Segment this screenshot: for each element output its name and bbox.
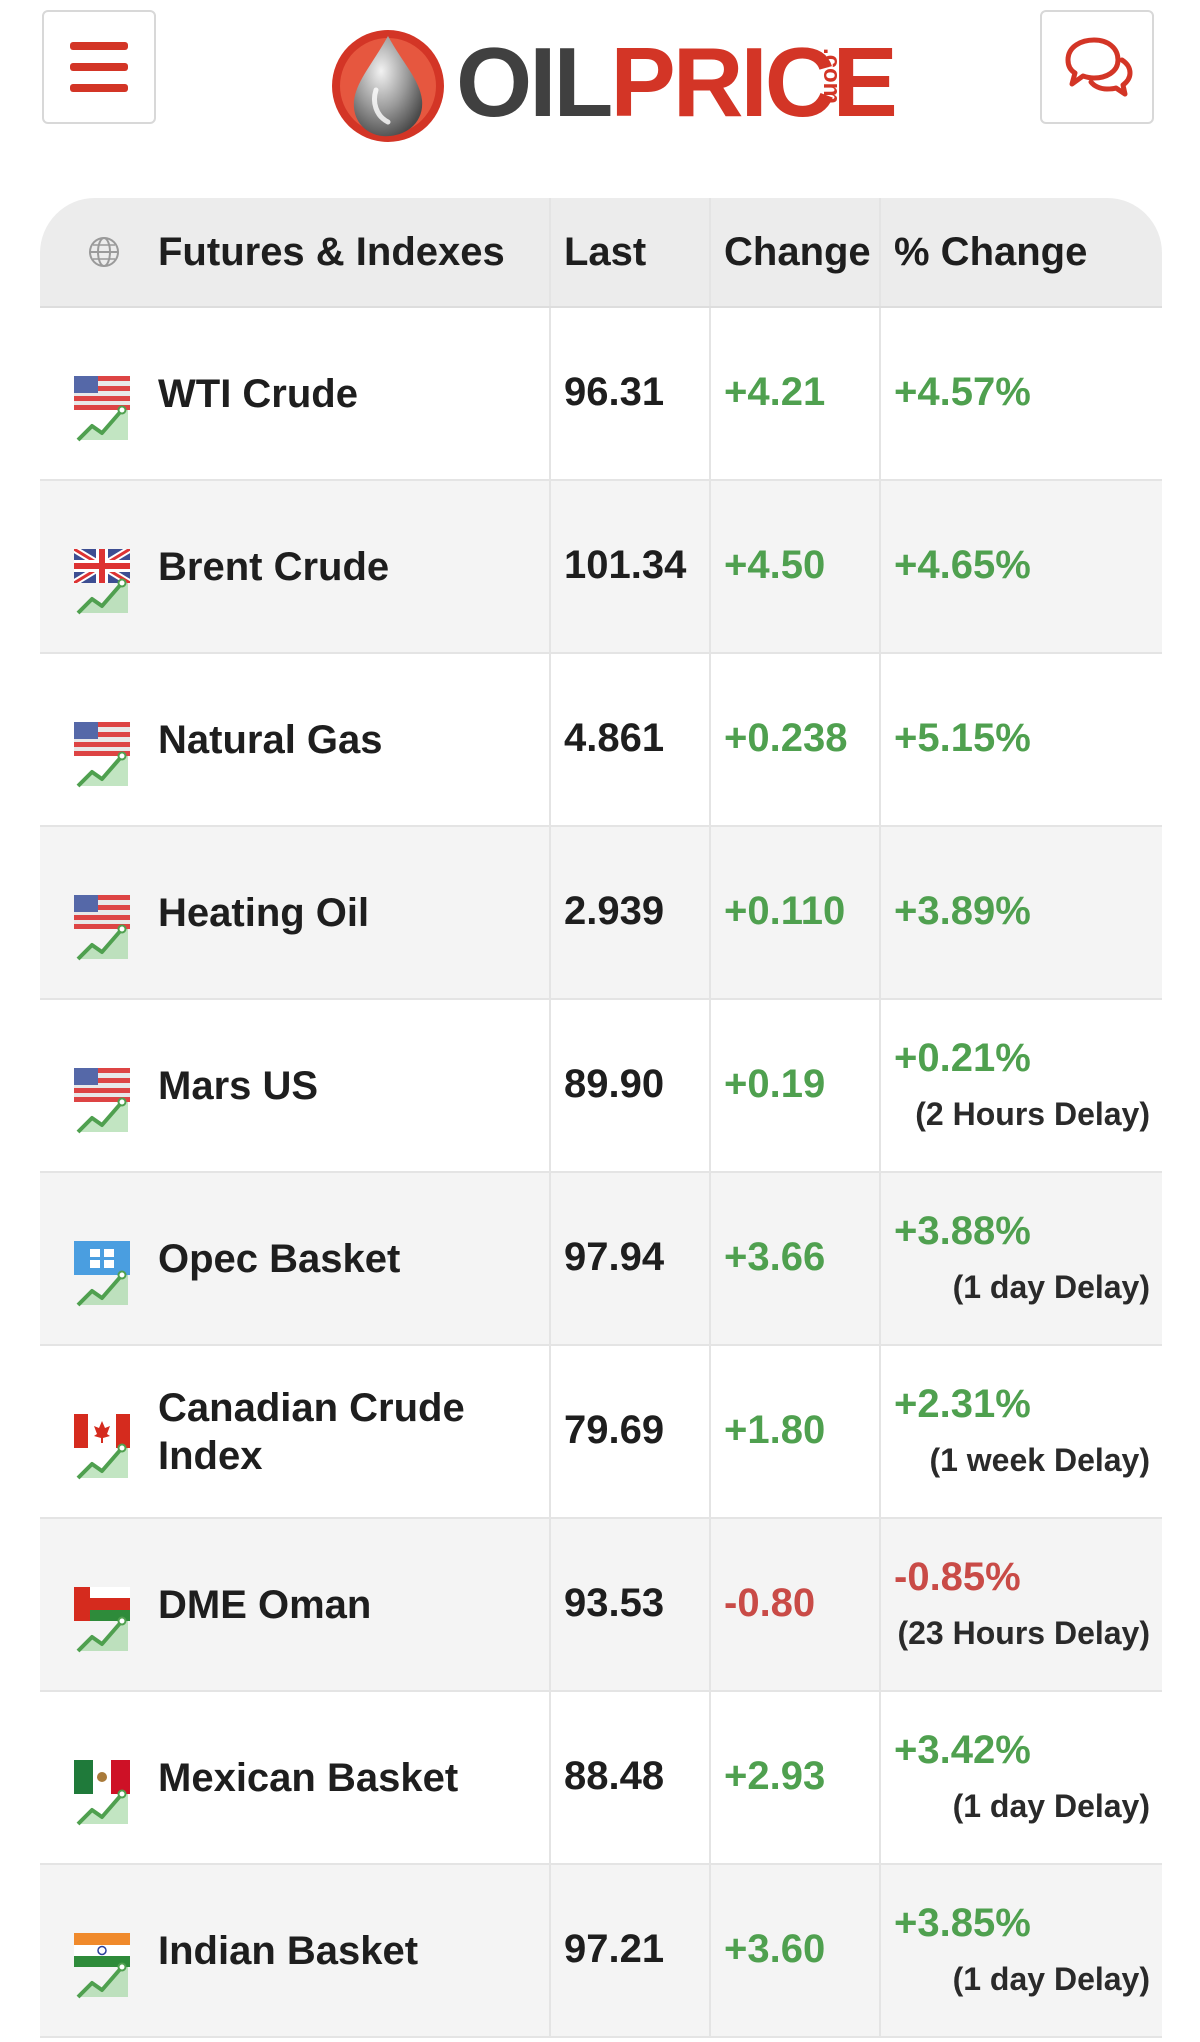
last-price: 4.861 xyxy=(564,716,665,760)
table-row[interactable]: Canadian Crude Index 79.69 +1.80 +2.31% (1 w… xyxy=(40,1346,1162,1519)
instrument-name[interactable]: Opec Basket xyxy=(158,1237,401,1281)
header-change: Change xyxy=(724,230,871,274)
table-row[interactable]: Brent Crude 101.34 +4.50 +4.65% xyxy=(40,481,1162,654)
pct-change-value: +0.21% xyxy=(894,1036,1031,1080)
instrument-name[interactable]: Mexican Basket xyxy=(158,1756,459,1800)
last-price: 2.939 xyxy=(564,889,665,933)
logo-wordmark: OILPRICE xyxy=(456,27,898,137)
trend-up-icon xyxy=(76,1092,130,1139)
oilprice-logo[interactable]: OILPRICE .com xyxy=(330,24,898,144)
instrument-name[interactable]: DME Oman xyxy=(158,1583,372,1627)
canada-flag-icon xyxy=(74,1414,130,1448)
change-value: +0.19 xyxy=(724,1062,826,1106)
change-value: +1.80 xyxy=(724,1408,826,1452)
change-value: +0.238 xyxy=(724,716,848,760)
change-value: +3.66 xyxy=(724,1235,826,1279)
table-header: Futures & Indexes Last Change % Change xyxy=(40,198,1162,308)
delay-note: (2 Hours Delay) xyxy=(915,1096,1150,1132)
trend-up-icon xyxy=(76,1784,130,1831)
pct-change-value: +3.42% xyxy=(894,1728,1031,1772)
trend-up-icon xyxy=(76,573,130,620)
instrument-name[interactable]: WTI Crude xyxy=(158,372,358,416)
pct-change-value: -0.85% xyxy=(894,1555,1021,1599)
last-price: 101.34 xyxy=(564,543,687,587)
table-row[interactable]: Natural Gas 4.861 +0.238 +5.15% xyxy=(40,654,1162,827)
logo-com: .com xyxy=(818,48,845,105)
trend-up-icon xyxy=(76,1957,130,2004)
globe-icon xyxy=(89,237,119,267)
change-value: +2.93 xyxy=(724,1754,826,1798)
instrument-name[interactable]: Canadian Crude Index xyxy=(158,1386,465,1478)
trend-up-icon xyxy=(76,1611,130,1658)
last-price: 97.21 xyxy=(564,1927,665,1971)
oil-drop-icon xyxy=(332,30,444,142)
trend-up-icon xyxy=(76,746,130,793)
uk-flag-icon xyxy=(74,549,130,583)
last-price: 79.69 xyxy=(564,1408,665,1452)
us-flag-icon xyxy=(74,895,130,929)
us-flag-icon xyxy=(74,1068,130,1102)
last-price: 93.53 xyxy=(564,1581,665,1625)
table-row[interactable]: WTI Crude 96.31 +4.21 +4.57% xyxy=(40,308,1162,481)
site-header: OILPRICE .com xyxy=(0,0,1200,175)
header-pct-change: % Change xyxy=(894,230,1088,274)
last-price: 89.90 xyxy=(564,1062,665,1106)
change-value: +4.50 xyxy=(724,543,826,587)
instrument-name[interactable]: Brent Crude xyxy=(158,545,390,589)
table-row[interactable]: DME Oman 93.53 -0.80 -0.85% (23 Hours Delay) xyxy=(40,1519,1162,1692)
table-row[interactable]: Opec Basket 97.94 +3.66 +3.88% (1 day Delay) xyxy=(40,1173,1162,1346)
instrument-name[interactable]: Heating Oil xyxy=(158,891,370,935)
trend-up-icon xyxy=(76,919,130,966)
futures-table: Futures & Indexes Last Change % Change W… xyxy=(40,198,1162,2038)
change-value: +0.110 xyxy=(724,889,846,933)
chat-bubbles-icon xyxy=(1065,37,1133,97)
last-price: 97.94 xyxy=(564,1235,665,1279)
table-row[interactable]: Mars US 89.90 +0.19 +0.21% (2 Hours Delay) xyxy=(40,1000,1162,1173)
trend-up-icon xyxy=(76,1438,130,1485)
opec-flag-icon xyxy=(74,1241,130,1275)
chat-button[interactable] xyxy=(1040,10,1154,124)
delay-note: (1 day Delay) xyxy=(952,1961,1150,1997)
pct-change-value: +5.15% xyxy=(894,716,1031,760)
pct-change-value: +3.88% xyxy=(894,1209,1031,1253)
us-flag-icon xyxy=(74,722,130,756)
instrument-name[interactable]: Mars US xyxy=(158,1064,319,1108)
us-flag-icon xyxy=(74,376,130,410)
pct-change-value: +2.31% xyxy=(894,1382,1031,1426)
change-value: +3.60 xyxy=(724,1927,826,1971)
header-futures-indexes: Futures & Indexes xyxy=(158,230,505,274)
mexico-flag-icon xyxy=(74,1760,130,1794)
pct-change-value: +3.85% xyxy=(894,1901,1031,1945)
oman-flag-icon xyxy=(74,1587,130,1621)
delay-note: (1 day Delay) xyxy=(952,1269,1150,1305)
menu-button[interactable] xyxy=(42,10,156,124)
table-row[interactable]: Mexican Basket 88.48 +2.93 +3.42% (1 day Del… xyxy=(40,1692,1162,1865)
table-row[interactable]: Heating Oil 2.939 +0.110 +3.89% xyxy=(40,827,1162,1000)
change-value: +4.21 xyxy=(724,370,826,414)
last-price: 96.31 xyxy=(564,370,665,414)
pct-change-value: +4.65% xyxy=(894,543,1031,587)
change-value: -0.80 xyxy=(724,1581,816,1625)
table-row[interactable]: Indian Basket 97.21 +3.60 +3.85% (1 day Dela… xyxy=(40,1865,1162,2038)
delay-note: (1 week Delay) xyxy=(929,1442,1150,1478)
pct-change-value: +4.57% xyxy=(894,370,1031,414)
trend-up-icon xyxy=(76,400,130,447)
india-flag-icon xyxy=(74,1933,130,1967)
instrument-name[interactable]: Indian Basket xyxy=(158,1929,419,1973)
delay-note: (1 day Delay) xyxy=(952,1788,1150,1824)
delay-note: (23 Hours Delay) xyxy=(897,1615,1150,1651)
table-body: WTI Crude 96.31 +4.21 +4.57% Brent Crude 101.… xyxy=(40,308,1162,2038)
trend-up-icon xyxy=(76,1265,130,1312)
pct-change-value: +3.89% xyxy=(894,889,1031,933)
last-price: 88.48 xyxy=(564,1754,665,1798)
header-last: Last xyxy=(564,230,647,274)
instrument-name[interactable]: Natural Gas xyxy=(158,718,383,762)
